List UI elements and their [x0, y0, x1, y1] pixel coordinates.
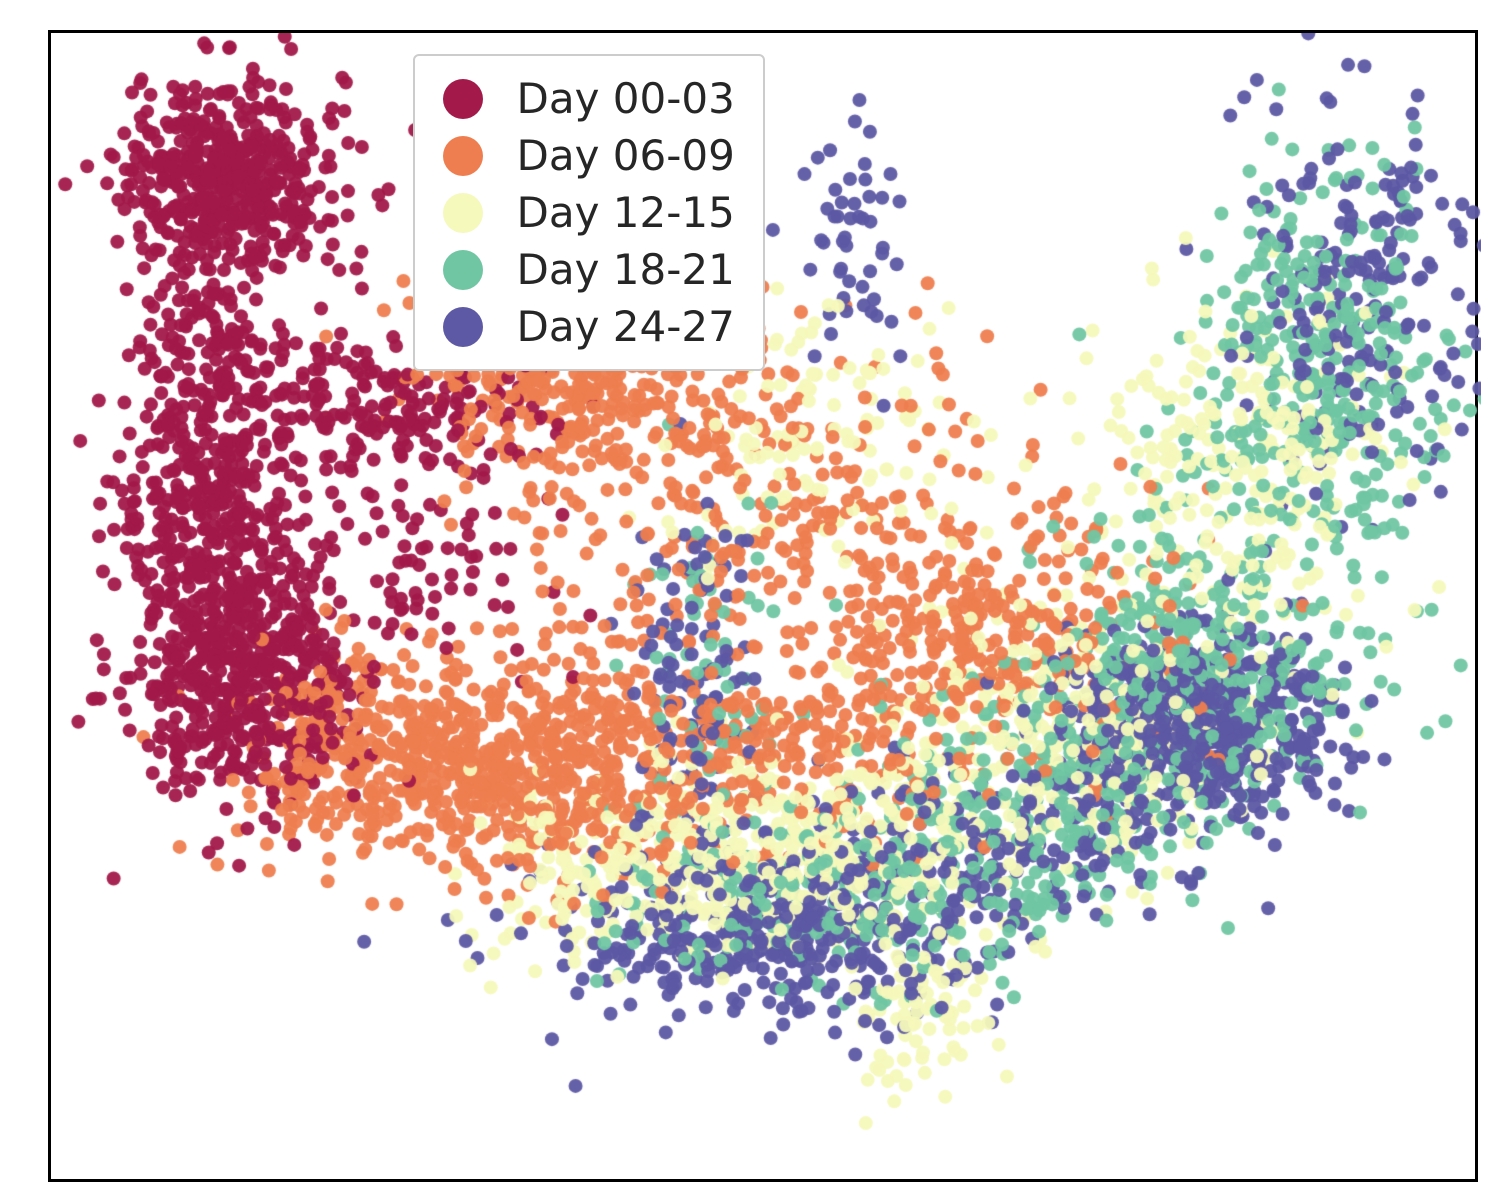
legend-marker: [443, 250, 483, 290]
legend-label: Day 24-27: [517, 302, 735, 351]
legend-label: Day 00-03: [517, 74, 735, 123]
legend-marker: [443, 193, 483, 233]
legend-row: Day 24-27: [443, 302, 735, 351]
legend-label: Day 12-15: [517, 188, 735, 237]
legend-label: Day 06-09: [517, 131, 735, 180]
legend-marker: [443, 136, 483, 176]
legend-row: Day 18-21: [443, 245, 735, 294]
chart-container: Day 00-03 Day 06-09 Day 12-15 Day 18-21 Day …: [0, 0, 1500, 1200]
legend-label: Day 18-21: [517, 245, 735, 294]
legend: Day 00-03 Day 06-09 Day 12-15 Day 18-21 Day …: [413, 54, 765, 371]
legend-row: Day 12-15: [443, 188, 735, 237]
legend-marker: [443, 307, 483, 347]
legend-row: Day 00-03: [443, 74, 735, 123]
legend-row: Day 06-09: [443, 131, 735, 180]
scatter-canvas: [51, 33, 1481, 1185]
legend-marker: [443, 79, 483, 119]
